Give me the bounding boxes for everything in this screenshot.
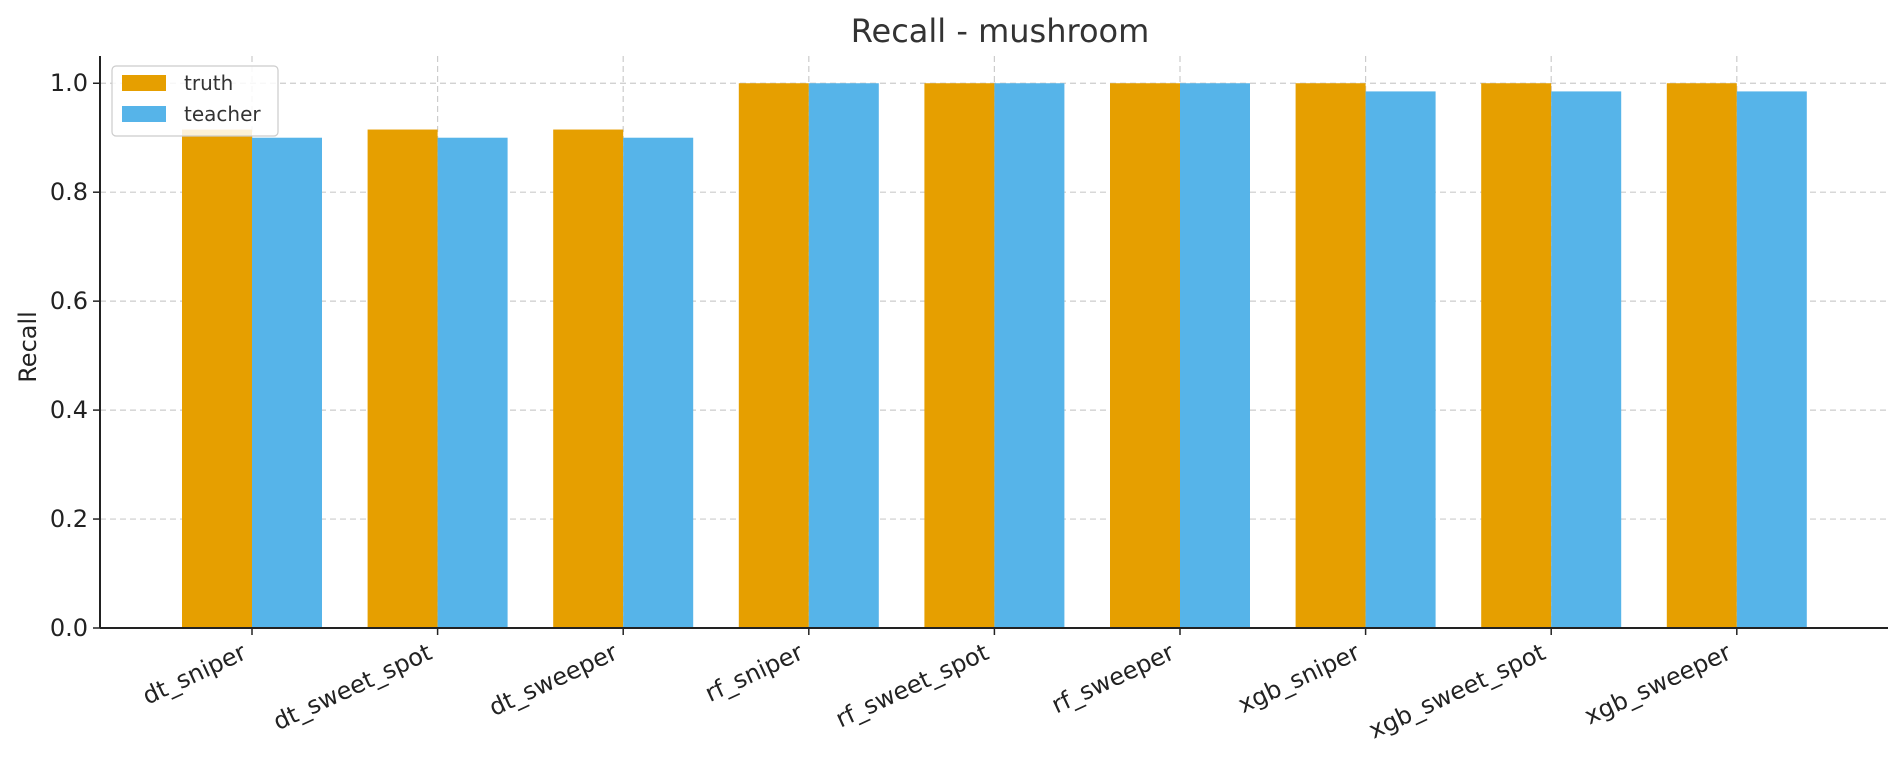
- legend-label-teacher: teacher: [184, 102, 261, 126]
- bar-truth-xgb_sweet_spot: [1481, 83, 1552, 628]
- x-tick-label: rf_sniper: [701, 638, 808, 708]
- x-tick-label: dt_sweet_spot: [269, 638, 436, 736]
- bar-truth-xgb_sweeper: [1666, 83, 1737, 628]
- x-tick-label: xgb_sniper: [1234, 638, 1365, 719]
- x-tick-label: xgb_sweeper: [1580, 638, 1735, 730]
- y-tick-label: 0.6: [50, 287, 88, 315]
- y-axis-label: Recall: [14, 311, 42, 383]
- legend-swatch-teacher: [122, 106, 166, 122]
- bar-truth-dt_sweet_spot: [367, 129, 438, 629]
- legend-label-truth: truth: [184, 71, 233, 95]
- bar-truth-rf_sniper: [738, 83, 809, 628]
- bar-teacher-rf_sniper: [808, 83, 879, 628]
- bar-teacher-xgb_sweeper: [1736, 91, 1807, 628]
- y-tick-label: 0.2: [50, 505, 88, 533]
- x-axis-ticks: dt_sniper dt_sweet_spot dt_sweeper rf_snipe…: [138, 628, 1738, 744]
- bar-teacher-xgb_sniper: [1365, 91, 1436, 628]
- x-tick-label: rf_sweet_spot: [831, 638, 993, 733]
- bar-teacher-xgb_sweet_spot: [1551, 91, 1622, 628]
- bar-teacher-dt_sweeper: [623, 137, 694, 628]
- y-axis-ticks: 0.0 0.2 0.4 0.6 0.8 1.0: [50, 69, 100, 642]
- chart-title: Recall - mushroom: [851, 12, 1150, 50]
- bar-truth-dt_sniper: [182, 129, 252, 629]
- legend-swatch-truth: [122, 75, 166, 91]
- y-tick-label: 0.0: [50, 614, 88, 642]
- y-tick-label: 0.4: [50, 396, 88, 424]
- y-tick-label: 0.8: [50, 178, 88, 206]
- x-tick-label: rf_sweeper: [1047, 638, 1178, 719]
- bar-teacher-dt_sniper: [252, 137, 322, 628]
- bar-truth-rf_sweet_spot: [924, 83, 995, 628]
- bar-teacher-dt_sweet_spot: [437, 137, 508, 628]
- bars: [182, 83, 1807, 629]
- bar-truth-xgb_sniper: [1295, 83, 1366, 628]
- bar-teacher-rf_sweet_spot: [994, 83, 1065, 628]
- legend: truth teacher: [111, 65, 279, 137]
- x-tick-label: xgb_sweet_spot: [1364, 638, 1549, 744]
- bar-truth-rf_sweeper: [1110, 83, 1180, 628]
- x-tick-label: dt_sniper: [138, 638, 250, 710]
- x-tick-label: dt_sweeper: [485, 638, 622, 722]
- bar-truth-dt_sweeper: [553, 129, 624, 629]
- y-tick-label: 1.0: [50, 69, 88, 97]
- bar-teacher-rf_sweeper: [1180, 83, 1250, 628]
